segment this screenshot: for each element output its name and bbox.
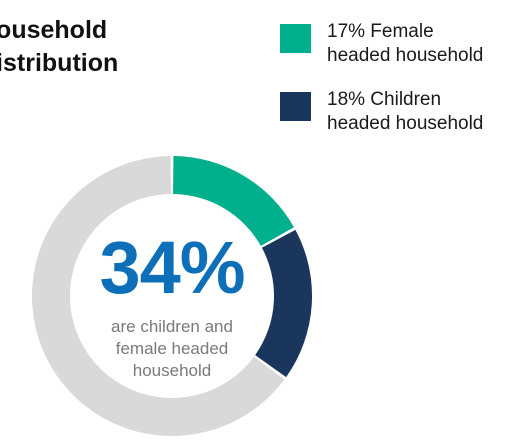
legend-swatch-children-headed	[280, 92, 311, 121]
center-value: 34%	[99, 226, 245, 309]
legend-label-children-headed-line-1: 18% Children	[327, 89, 442, 110]
legend-label-children-headed: 18% Children headed household	[327, 88, 483, 136]
donut-slice-female-headed-household	[173, 156, 294, 246]
donut-slice-remainder	[32, 156, 285, 436]
chart-title: Household Distribution	[0, 14, 118, 80]
legend-swatch-female-headed	[280, 24, 311, 53]
legend-label-female-headed-line-2: headed household	[327, 45, 484, 66]
legend-label-female-headed: 17% Female headed household	[327, 20, 483, 68]
center-caption-line-3: household	[132, 361, 212, 380]
chart-title-line-2: Distribution	[0, 49, 119, 77]
legend-label-children-headed-line-2: headed household	[327, 113, 484, 134]
center-caption-line-2: female headed	[115, 339, 229, 358]
chart-title-line-1: Household	[0, 16, 108, 44]
donut-slice-children-headed-household	[255, 229, 312, 378]
center-caption-line-1: are children and	[111, 317, 233, 336]
center-caption: are children and female headed household	[62, 316, 282, 382]
legend-label-female-headed-line-1: 17% Female	[327, 21, 434, 42]
